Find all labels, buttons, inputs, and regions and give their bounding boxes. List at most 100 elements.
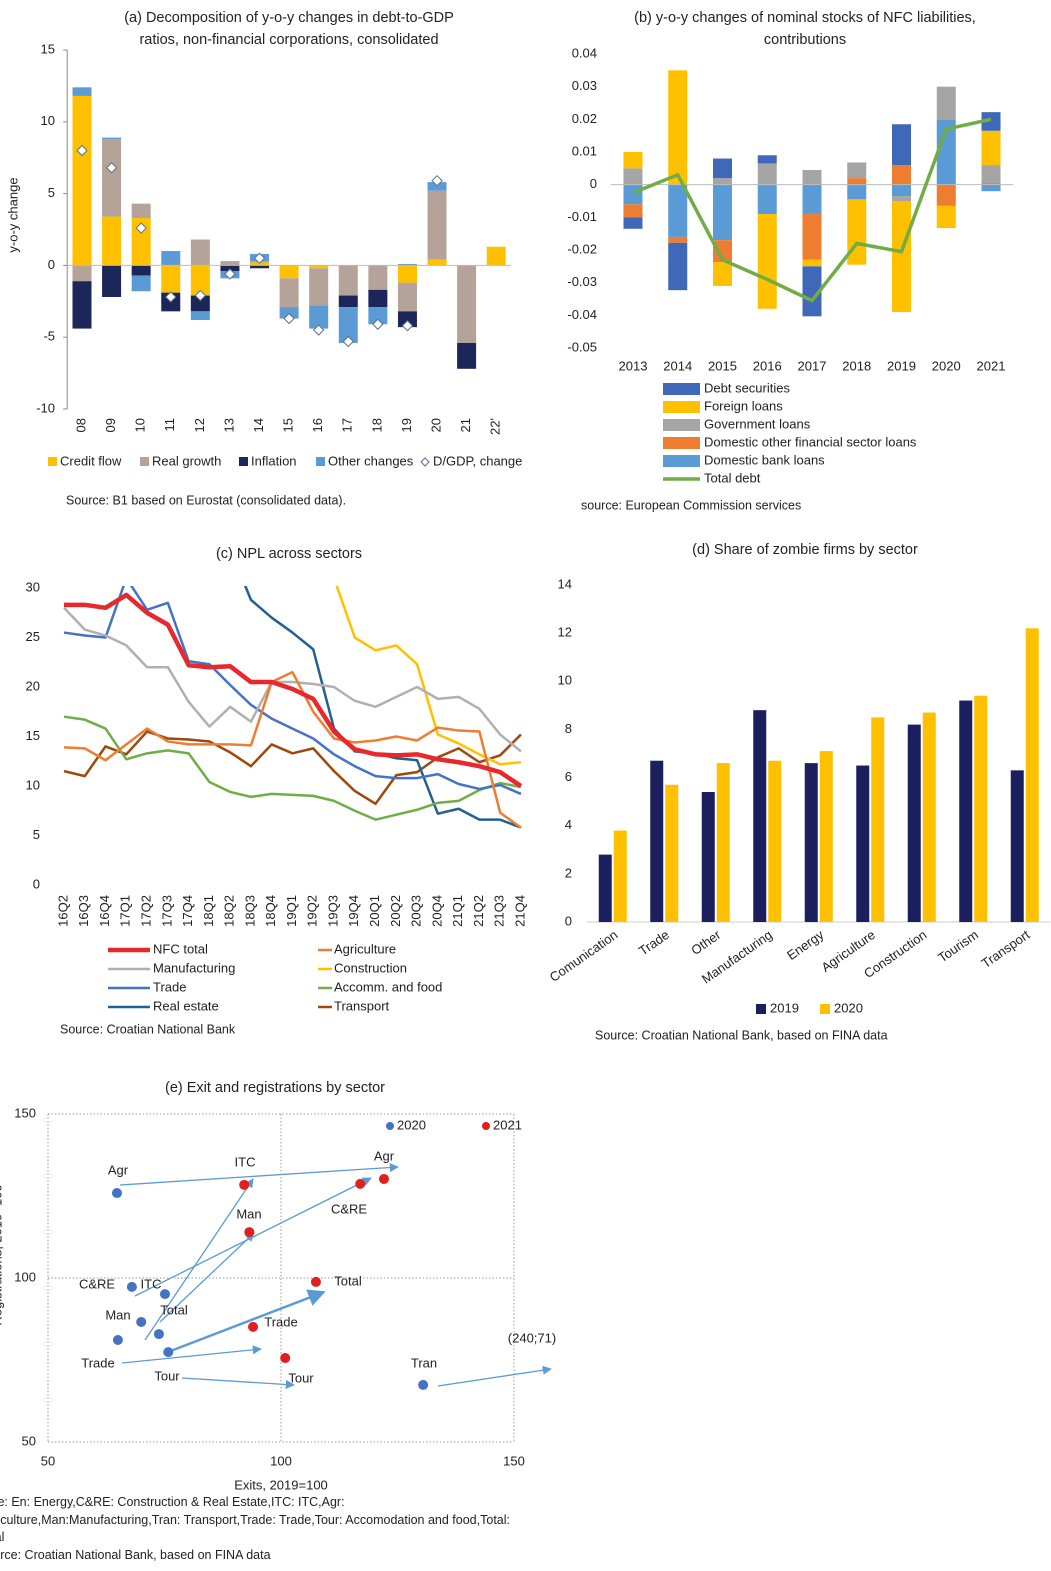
x-tick-label: 2015: [708, 358, 737, 373]
marker: [431, 174, 443, 187]
source-note: Source: B1 based on Eurostat (consolidat…: [66, 493, 346, 507]
line: [63, 586, 522, 796]
marker: [135, 222, 147, 234]
bar-segment: [72, 265, 92, 282]
x-tick-label: 20Q4: [429, 895, 444, 927]
x-tick-label: 2017: [798, 358, 827, 373]
bar: [613, 830, 627, 922]
chart-title: (e) Exit and registrations by sector: [165, 1080, 385, 1096]
annotation: Man: [105, 1307, 130, 1322]
y-tick-label: -5: [43, 329, 55, 344]
x-tick-label: 14: [251, 418, 266, 432]
bar-segment: [847, 199, 867, 265]
x-tick-label: 17Q4: [180, 895, 195, 927]
bar: [598, 854, 612, 922]
bar-segment: [338, 265, 358, 296]
x-tick-label: 19Q3: [325, 895, 340, 927]
line: [63, 606, 522, 753]
bar-segment: [892, 201, 912, 313]
line: [63, 715, 522, 821]
bar-segment: [72, 87, 92, 96]
chart-title: (c) NPL across sectors: [216, 546, 362, 562]
y-tick-label: 8: [565, 721, 572, 736]
annotation: Agr: [374, 1148, 395, 1163]
x-tick-label: 2020: [932, 358, 961, 373]
chart-title: (d) Share of zombie firms by sector: [692, 542, 918, 558]
point: [418, 1379, 429, 1390]
x-tick-label: 20Q3: [409, 895, 424, 927]
x-tick-label: 2019: [887, 358, 916, 373]
bar-segment: [457, 265, 477, 343]
bar-segment: [309, 268, 329, 306]
bar: [665, 784, 679, 922]
x-tick-label: 150: [503, 1453, 525, 1468]
bar-segment: [338, 307, 358, 343]
bar-segment: [279, 278, 299, 308]
legend-label: Government loans: [704, 416, 811, 431]
source-note: Source: Croatian National Bank: [60, 1022, 236, 1036]
annotation: Total: [334, 1273, 362, 1288]
bar-segment: [847, 178, 867, 185]
point: [136, 1316, 147, 1327]
bar-segment: [802, 259, 822, 267]
bar-segment: [757, 155, 777, 164]
movement-arrows: [119, 1162, 552, 1390]
x-tick-label: 19Q1: [284, 895, 299, 927]
y-tick-label: 5: [48, 185, 55, 200]
annotation: Tour: [154, 1368, 180, 1383]
point: [126, 1281, 137, 1292]
bar-segment: [131, 203, 151, 219]
bar-segment: [623, 184, 643, 205]
bar-segment: [892, 165, 912, 185]
bar-segment: [72, 281, 92, 329]
marker: [283, 312, 295, 325]
arrow: [121, 1345, 262, 1364]
y-tick-label: 6: [565, 769, 572, 784]
line: [632, 117, 992, 303]
legend-label: Foreign loans: [704, 398, 783, 413]
bar-segment: [623, 152, 643, 169]
x-tick-label: Comunication: [547, 927, 621, 985]
arrow: [119, 1162, 399, 1186]
y-tick-label: 10: [41, 113, 55, 128]
x-tick-label: 17: [340, 418, 355, 432]
bar-segment: [668, 184, 688, 237]
legend-label: Transport: [334, 998, 390, 1013]
legend-label: Trade: [153, 979, 186, 994]
legend-swatch: [663, 437, 700, 449]
legend-swatch: [48, 457, 57, 466]
bar: [871, 717, 885, 922]
marker: [401, 320, 414, 332]
x-tick-label: 16Q3: [76, 895, 91, 927]
bar-segment: [712, 240, 732, 263]
bar-segment: [892, 196, 912, 201]
x-tick-label: 12: [192, 418, 207, 432]
bar-segment: [668, 242, 688, 291]
x-tick-label: 21: [458, 418, 473, 432]
bar: [974, 695, 988, 922]
bar-segment: [486, 246, 506, 266]
chart-title: contributions: [764, 32, 846, 48]
y-axis-title: Registrations, 2019=100: [0, 1184, 4, 1325]
x-tick-label: 19Q4: [346, 895, 361, 927]
marker: [312, 324, 325, 336]
line: [63, 730, 522, 806]
x-axis-title: Exits, 2019=100: [234, 1477, 328, 1492]
x-tick-label: 19: [399, 418, 414, 432]
legend-marker: [386, 1122, 394, 1130]
annotation: C&RE: [79, 1276, 115, 1291]
bar-segment: [102, 265, 122, 297]
x-tick-label: 2018: [842, 358, 871, 373]
bar-segment: [427, 182, 447, 191]
legend-label: NFC total: [153, 941, 208, 956]
legend-label: Inflation: [251, 453, 297, 468]
legend-label: Domestic bank loans: [704, 452, 825, 467]
marker: [224, 268, 236, 280]
legend-label: 2019: [770, 1000, 799, 1015]
bar-segment: [131, 275, 151, 292]
y-tick-label: 0.01: [572, 143, 597, 158]
bar-segment: [190, 265, 210, 296]
marker: [194, 289, 207, 302]
